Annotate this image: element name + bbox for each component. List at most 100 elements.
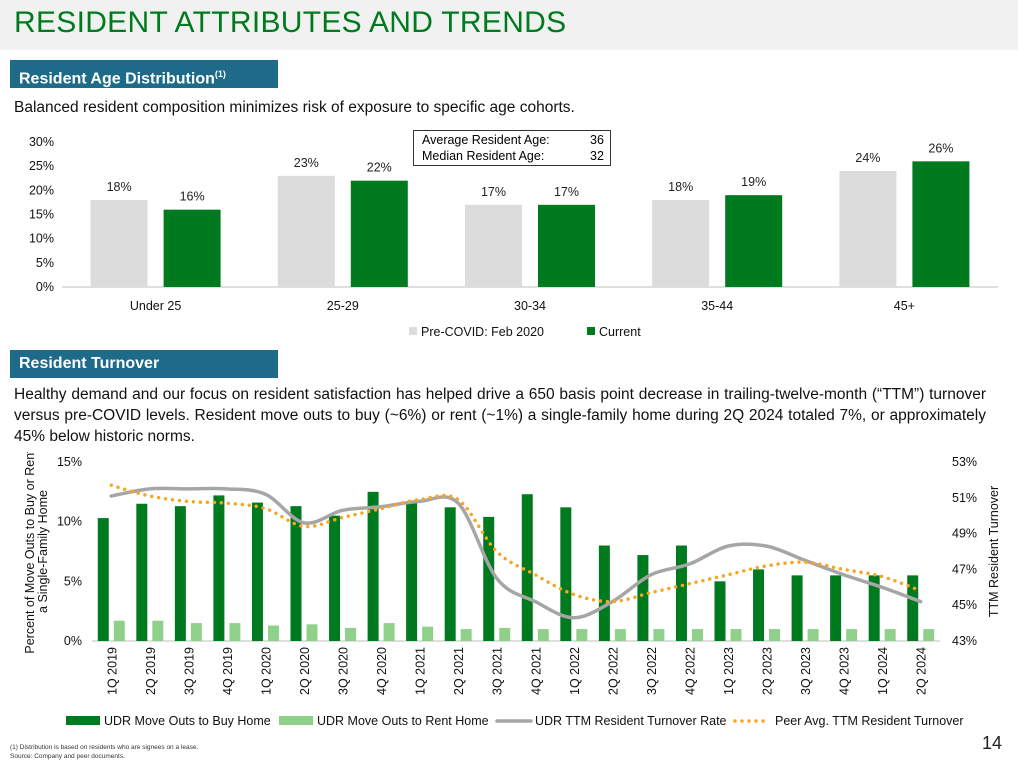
median-age-row: Median Resident Age: 32 — [422, 148, 610, 164]
left-axis-title-line2: a Single-Family Home — [36, 490, 50, 613]
right-y-tick-label: 49% — [952, 527, 977, 541]
x-tick-label: 2Q 2020 — [298, 647, 312, 695]
age-description: Balanced resident composition minimizes … — [14, 99, 575, 116]
x-tick-label: 35-44 — [701, 299, 733, 313]
resident-turnover-chart: 0% 5% 10% 15% 43% 45% 47% 49% 51% 53% 1Q 2019 2Q 20… — [23, 452, 1001, 728]
bar-move-outs-buy — [97, 518, 109, 641]
bar-move-outs-buy — [251, 502, 263, 641]
data-label: 18% — [107, 180, 132, 194]
footnote-1: (1) Distribution is based on residents w… — [10, 744, 199, 751]
y-tick-label: 20% — [29, 183, 54, 197]
data-label: 23% — [294, 156, 319, 170]
bar-pre-covid — [465, 204, 522, 287]
bar-move-outs-rent — [923, 629, 935, 641]
section-label-turnover: Resident Turnover — [10, 350, 278, 378]
x-tick-label: Under 25 — [130, 299, 181, 313]
bar-move-outs-buy — [367, 491, 379, 641]
bar-move-outs-rent — [152, 620, 164, 641]
x-tick-label: 4Q 2019 — [221, 647, 235, 695]
bar-move-outs-rent — [229, 623, 241, 641]
bar-move-outs-rent — [345, 627, 357, 641]
x-tick-label: 1Q 2024 — [876, 647, 890, 695]
data-label: 17% — [481, 185, 506, 199]
right-y-tick-label: 45% — [952, 598, 977, 612]
y-tick-label: 25% — [29, 159, 54, 173]
x-tick-label: 1Q 2019 — [105, 647, 119, 695]
bar-move-outs-rent — [576, 629, 588, 641]
bar-pre-covid — [839, 171, 897, 287]
data-label: 22% — [367, 161, 392, 175]
data-label: 24% — [855, 151, 880, 165]
median-age-value: 32 — [590, 149, 604, 163]
bar-move-outs-buy — [136, 503, 148, 641]
x-tick-label: 2Q 2023 — [761, 647, 775, 695]
x-tick-label: 2Q 2019 — [144, 647, 158, 695]
legend-swatch-rent — [279, 716, 313, 725]
y-tick-label: 5% — [36, 256, 54, 270]
data-label: 17% — [554, 185, 579, 199]
legend-label: Current — [599, 325, 641, 339]
bar-move-outs-buy — [598, 545, 610, 641]
bar-pre-covid — [652, 200, 710, 287]
section-label-age-text: Resident Age Distribution — [19, 70, 215, 88]
median-age-label: Median Resident Age: — [422, 149, 545, 163]
y-tick-label: 0% — [36, 280, 54, 294]
bar-current — [350, 180, 408, 287]
left-axis-title-line1: Percent of Move Outs to Buy or Rent — [23, 452, 37, 654]
turnover-description: Healthy demand and our focus on resident… — [14, 386, 986, 445]
x-tick-label: 3Q 2022 — [645, 647, 659, 695]
bar-current — [912, 161, 970, 287]
legend-label-udr: UDR TTM Resident Turnover Rate — [535, 714, 727, 728]
bar-move-outs-buy — [791, 575, 803, 641]
bar-current — [725, 195, 783, 287]
x-tick-label: 30-34 — [514, 299, 546, 313]
right-y-tick-label: 43% — [952, 634, 977, 648]
bar-move-outs-buy — [560, 507, 572, 641]
right-axis-title: TTM Resident Turnover — [987, 486, 1001, 617]
bar-move-outs-buy — [830, 575, 842, 641]
bar-move-outs-buy — [174, 506, 186, 641]
bar-move-outs-rent — [113, 620, 125, 641]
bar-pre-covid — [277, 175, 335, 287]
footnote-source: Source: Company and peer documents. — [10, 753, 125, 760]
average-age-row: Average Resident Age: 36 — [422, 132, 610, 148]
legend-label-buy: UDR Move Outs to Buy Home — [104, 714, 271, 728]
x-tick-label: 4Q 2021 — [529, 647, 543, 695]
x-tick-label: 4Q 2020 — [375, 647, 389, 695]
bar-move-outs-rent — [807, 629, 819, 641]
bar-move-outs-rent — [691, 629, 703, 641]
line-udr-ttm-turnover — [109, 486, 923, 620]
legend-swatch — [409, 327, 417, 335]
x-tick-label: 1Q 2021 — [414, 647, 428, 695]
right-y-tick-label: 47% — [952, 562, 977, 576]
section-label-age-sup: (1) — [214, 69, 226, 79]
bar-move-outs-rent — [422, 626, 434, 641]
age-distribution-chart: 0% 5% 10% 15% 20% 25% 30% 18% 16% Under 25 23% 22% 2… — [29, 135, 998, 339]
bar-current — [163, 209, 221, 287]
bar-move-outs-buy — [329, 515, 341, 641]
x-tick-label: 25-29 — [327, 299, 359, 313]
x-tick-label: 1Q 2022 — [568, 647, 582, 695]
bar-move-outs-buy — [521, 494, 533, 641]
bar-move-outs-rent — [190, 623, 202, 641]
bar-move-outs-rent — [614, 629, 626, 641]
legend-swatch — [587, 327, 595, 335]
bar-move-outs-buy — [406, 502, 418, 641]
left-y-tick-label: 10% — [57, 515, 82, 529]
bar-move-outs-rent — [306, 624, 318, 641]
bar-move-outs-rent — [730, 629, 742, 641]
bar-move-outs-buy — [675, 545, 687, 641]
left-y-tick-label: 0% — [64, 634, 82, 648]
average-age-value: 36 — [590, 133, 604, 147]
bar-move-outs-buy — [290, 506, 302, 641]
x-tick-label: 3Q 2023 — [799, 647, 813, 695]
bar-move-outs-rent — [537, 629, 549, 641]
bar-move-outs-buy — [714, 581, 726, 641]
bar-move-outs-buy — [753, 569, 765, 641]
age-stats-box: Average Resident Age: 36 Median Resident… — [413, 130, 611, 166]
legend-label: Pre-COVID: Feb 2020 — [421, 325, 544, 339]
legend-swatch-buy — [66, 716, 100, 725]
x-tick-label: 3Q 2021 — [491, 647, 505, 695]
legend-label-peer: Peer Avg. TTM Resident Turnover — [775, 714, 964, 728]
bar-move-outs-rent — [653, 629, 665, 641]
